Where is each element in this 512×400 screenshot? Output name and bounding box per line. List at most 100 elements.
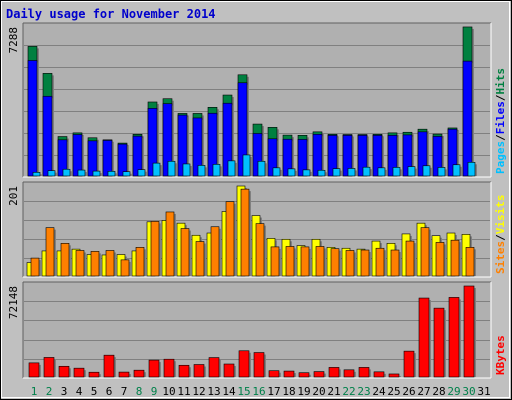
sites-bar-day-19 bbox=[300, 246, 311, 277]
kbytes-bar-day-23-fill bbox=[358, 367, 370, 378]
sites-bar-day-25 bbox=[390, 249, 401, 277]
pages-bar-day-21 bbox=[332, 168, 342, 177]
kbytes-bar-day-22-fill bbox=[343, 369, 355, 378]
files-bar-day-4-fill bbox=[72, 134, 83, 177]
kbytes-bar-day-29-fill bbox=[448, 297, 460, 378]
x-tick-day-31: 31 bbox=[477, 385, 490, 398]
sites-bar-day-26-fill bbox=[405, 240, 415, 277]
sites-bar-day-3-fill bbox=[60, 243, 70, 277]
kbytes-bar-day-8-fill bbox=[133, 369, 145, 378]
kbytes-bar-day-26-fill bbox=[403, 350, 415, 378]
kbytes-bar-day-30 bbox=[463, 285, 476, 378]
sites-bar-day-8-fill bbox=[135, 247, 145, 277]
legend-hits: Hits bbox=[494, 68, 507, 95]
files-bar-day-4 bbox=[72, 134, 84, 177]
kbytes-bar-day-17-fill bbox=[268, 370, 280, 378]
kbytes-bar-day-7-fill bbox=[118, 371, 130, 378]
pages-bar-day-30 bbox=[467, 162, 477, 177]
sites-bar-day-28-fill bbox=[435, 242, 445, 277]
sites-bar-day-4-fill bbox=[75, 250, 85, 277]
pages-bar-day-9-fill bbox=[152, 162, 161, 177]
pages-bar-day-27 bbox=[422, 165, 432, 177]
panel-hits-files-pages-ymax-label: 7288 bbox=[7, 27, 20, 54]
kbytes-bar-day-3-fill bbox=[58, 365, 70, 378]
kbytes-bar-day-3 bbox=[58, 365, 71, 378]
pages-bar-day-4 bbox=[77, 169, 87, 177]
files-bar-day-29 bbox=[447, 128, 459, 177]
kbytes-bar-day-12-fill bbox=[193, 364, 205, 378]
sites-bar-day-6-fill bbox=[105, 250, 115, 277]
sites-bar-day-29 bbox=[450, 239, 461, 277]
kbytes-bar-day-24-fill bbox=[373, 371, 385, 378]
kbytes-bar-day-19-fill bbox=[298, 372, 310, 378]
sites-bar-day-10-fill bbox=[165, 211, 175, 277]
sites-bar-day-20 bbox=[315, 246, 326, 277]
sites-bar-day-9-fill bbox=[150, 221, 160, 277]
kbytes-bar-day-25-fill bbox=[388, 373, 400, 378]
x-tick-day-18: 18 bbox=[282, 385, 295, 398]
files-bar-day-17 bbox=[267, 138, 279, 177]
files-bar-day-18-fill bbox=[282, 138, 293, 177]
pages-bar-day-17 bbox=[272, 167, 282, 177]
x-tick-day-15: 15 bbox=[237, 385, 250, 398]
sites-bar-day-24 bbox=[375, 247, 386, 277]
kbytes-bar-day-4-fill bbox=[73, 367, 85, 378]
kbytes-bar-day-18 bbox=[283, 370, 296, 378]
x-tick-day-7: 7 bbox=[121, 385, 128, 398]
files-bar-day-11-fill bbox=[177, 114, 188, 177]
files-bar-day-26 bbox=[402, 134, 414, 177]
sites-bar-day-11 bbox=[180, 228, 191, 277]
kbytes-bar-day-15 bbox=[238, 350, 251, 378]
sites-bar-day-29-fill bbox=[450, 239, 460, 277]
files-bar-day-2-fill bbox=[42, 95, 53, 177]
x-tick-day-19: 19 bbox=[297, 385, 310, 398]
x-tick-day-5: 5 bbox=[91, 385, 98, 398]
x-tick-day-26: 26 bbox=[402, 385, 415, 398]
files-bar-day-19 bbox=[297, 139, 309, 177]
x-tick-day-6: 6 bbox=[106, 385, 113, 398]
sites-bar-day-11-fill bbox=[180, 228, 190, 277]
kbytes-bar-day-1-fill bbox=[28, 362, 40, 378]
sites-bar-day-28 bbox=[435, 242, 446, 277]
files-bar-day-29-fill bbox=[447, 128, 458, 177]
pages-bar-day-24-fill bbox=[377, 167, 386, 177]
kbytes-bar-day-18-fill bbox=[283, 370, 295, 378]
files-bar-day-23 bbox=[357, 135, 369, 177]
files-bar-day-20 bbox=[312, 133, 324, 177]
files-bar-day-12-fill bbox=[192, 117, 203, 177]
files-bar-day-13-fill bbox=[207, 112, 218, 177]
x-tick-day-29: 29 bbox=[447, 385, 460, 398]
files-bar-day-6-fill bbox=[102, 140, 113, 177]
kbytes-bar-day-14 bbox=[223, 363, 236, 378]
sites-bar-day-18 bbox=[285, 246, 296, 277]
pages-bar-day-30-fill bbox=[467, 162, 476, 177]
x-tick-day-2: 2 bbox=[46, 385, 53, 398]
files-bar-day-22-fill bbox=[342, 135, 353, 177]
legend-visits: Visits bbox=[494, 195, 507, 235]
files-bar-day-8-fill bbox=[132, 135, 143, 177]
sites-bar-day-7 bbox=[120, 259, 131, 277]
sites-bar-day-15-fill bbox=[240, 188, 250, 277]
files-bar-day-10 bbox=[162, 103, 174, 177]
files-bar-day-10-fill bbox=[162, 103, 173, 177]
files-bar-day-27 bbox=[417, 131, 429, 177]
legend-sites: Sites bbox=[494, 241, 507, 274]
sites-bar-day-16-fill bbox=[255, 223, 265, 277]
pages-bar-day-29-fill bbox=[452, 164, 461, 177]
kbytes-bar-day-30-fill bbox=[463, 285, 475, 378]
files-bar-day-24 bbox=[372, 135, 384, 177]
kbytes-bar-day-5-fill bbox=[88, 371, 100, 378]
pages-bar-day-21-fill bbox=[332, 168, 341, 177]
kbytes-bar-day-20-fill bbox=[313, 371, 325, 378]
sites-bar-day-27 bbox=[420, 227, 431, 277]
sites-bar-day-21-fill bbox=[330, 248, 340, 277]
legend-separator: / bbox=[494, 234, 507, 241]
files-bar-day-14 bbox=[222, 102, 234, 177]
kbytes-bar-day-15-fill bbox=[238, 350, 250, 378]
kbytes-bar-day-22 bbox=[343, 369, 356, 378]
kbytes-bar-day-17 bbox=[268, 370, 281, 378]
pages-bar-day-20-fill bbox=[317, 169, 326, 177]
pages-bar-day-15 bbox=[242, 154, 252, 177]
sites-bar-day-23-fill bbox=[360, 249, 370, 277]
pages-bar-day-14 bbox=[227, 160, 237, 177]
